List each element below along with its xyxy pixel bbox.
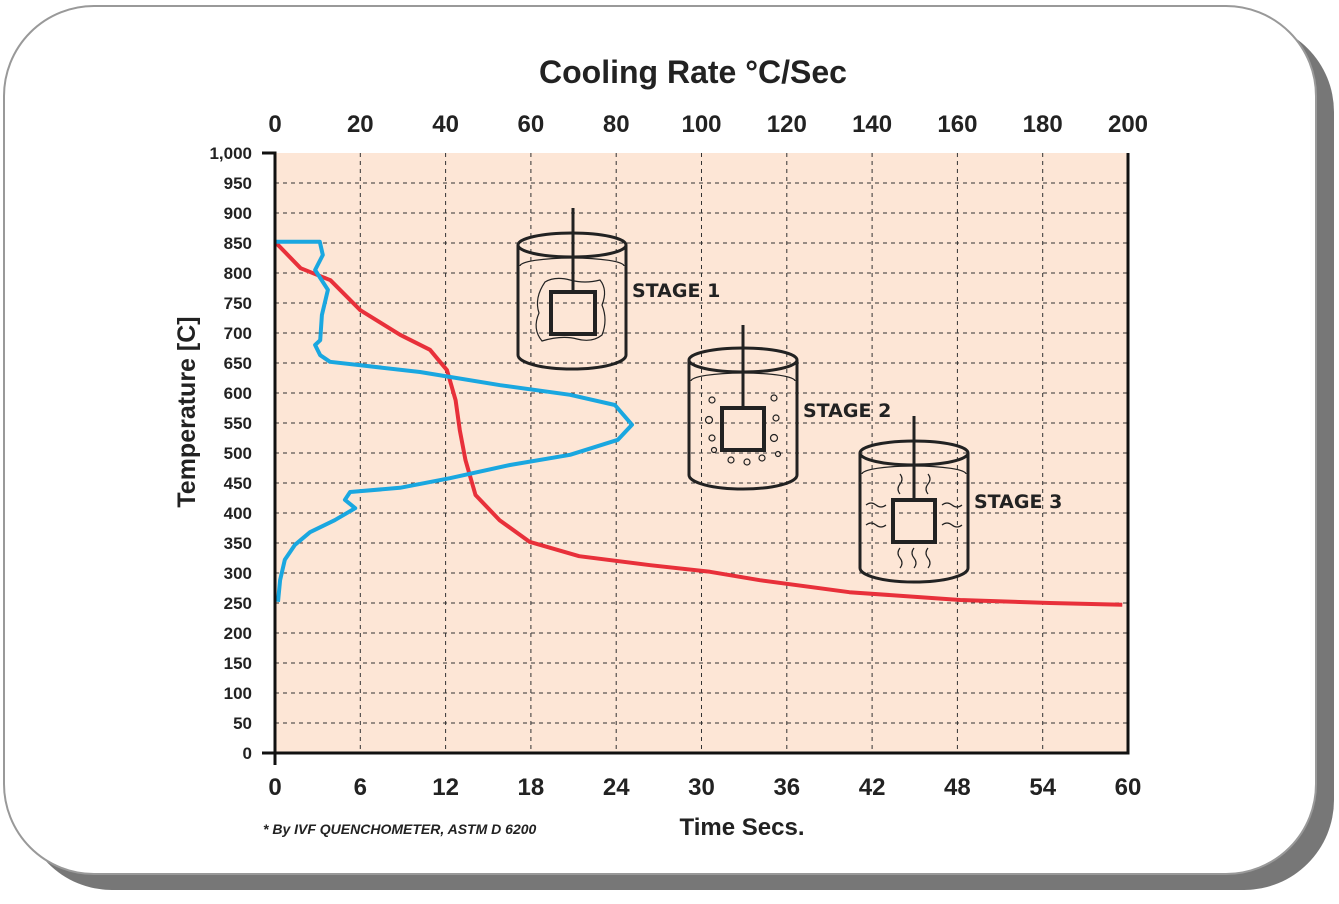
y-tick-label: 500 [224, 444, 252, 463]
top-axis-title: Cooling Rate °C/Sec [539, 54, 847, 90]
x-tick-label: 48 [944, 774, 971, 801]
stage-label: STAGE 2 [803, 400, 891, 422]
x2-tick-label: 20 [347, 111, 374, 138]
x-tick-label: 54 [1029, 774, 1056, 801]
y-tick-label: 550 [224, 414, 252, 433]
x-tick-label: 18 [518, 774, 545, 801]
stage-label: STAGE 3 [974, 491, 1062, 513]
x2-tick-label: 140 [852, 111, 892, 138]
beaker-1 [516, 208, 628, 371]
y-tick-label: 150 [224, 654, 252, 673]
x-tick-label: 42 [859, 774, 886, 801]
grid [275, 153, 1128, 753]
x2-tick-label: 200 [1108, 111, 1148, 138]
x-tick-label: 60 [1115, 774, 1142, 801]
beaker-2 [687, 325, 799, 491]
y-tick-label: 200 [224, 624, 252, 643]
x2-tick-label: 40 [432, 111, 459, 138]
x2-tick-label: 120 [767, 111, 807, 138]
x2-tick-label: 80 [603, 111, 630, 138]
x-tick-label: 36 [773, 774, 800, 801]
x2-tick-label: 100 [681, 111, 721, 138]
y-tick-label: 0 [243, 744, 252, 763]
x-tick-label: 12 [432, 774, 459, 801]
x-tick-label: 24 [603, 774, 630, 801]
y-tick-label: 750 [224, 294, 252, 313]
data-line [275, 239, 634, 602]
y-tick-label: 300 [224, 564, 252, 583]
footnote: * By IVF QUENCHOMETER, ASTM D 6200 [263, 821, 537, 837]
y-tick-label: 850 [224, 234, 252, 253]
x-tick-label: 30 [688, 774, 715, 801]
y-tick-label: 1,000 [209, 144, 252, 163]
y-tick-label: 950 [224, 174, 252, 193]
y-tick-label: 100 [224, 684, 252, 703]
x-tick-label: 6 [354, 774, 367, 801]
y-tick-label: 700 [224, 324, 252, 343]
x2-tick-label: 0 [268, 111, 281, 138]
lines [273, 239, 1123, 607]
x-axis-label: Time Secs. [680, 814, 805, 841]
y-tick-label: 350 [224, 534, 252, 553]
y-tick-label: 400 [224, 504, 252, 523]
y-tick-label: 50 [233, 714, 252, 733]
beaker-3 [858, 416, 970, 584]
stage-label: STAGE 1 [632, 280, 720, 302]
y-axis-label: Temperature [C] [173, 316, 201, 507]
y-tick-label: 650 [224, 354, 252, 373]
data-line [273, 240, 1123, 607]
y-tick-label: 900 [224, 204, 252, 223]
x2-tick-label: 180 [1023, 111, 1063, 138]
x2-tick-label: 160 [937, 111, 977, 138]
axes [262, 151, 1130, 765]
y-tick-label: 450 [224, 474, 252, 493]
x-tick-label: 0 [268, 774, 281, 801]
x2-tick-label: 60 [518, 111, 545, 138]
y-tick-label: 250 [224, 594, 252, 613]
y-tick-label: 800 [224, 264, 252, 283]
y-tick-label: 600 [224, 384, 252, 403]
